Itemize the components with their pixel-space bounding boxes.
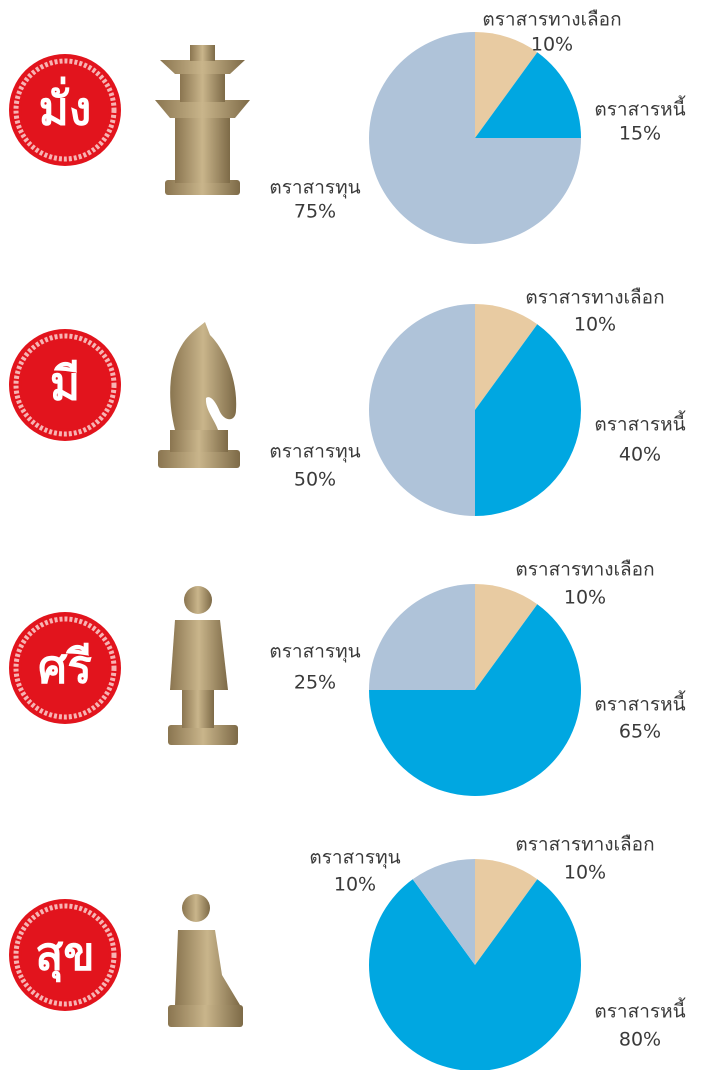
slice-category: ตราสารหนี้ bbox=[594, 998, 686, 1023]
badge-title: ศรี bbox=[38, 640, 92, 694]
slice-category: ตราสารทางเลือก bbox=[525, 287, 664, 309]
slice-category: ตราสารหนี้ bbox=[594, 96, 686, 121]
pie-slice bbox=[369, 584, 475, 690]
pie-slice bbox=[369, 304, 475, 516]
slice-category: ตราสารหนี้ bbox=[594, 691, 686, 716]
horse-piece bbox=[158, 322, 240, 468]
badge-title: มี bbox=[50, 357, 80, 411]
badge-title: สุข bbox=[35, 927, 95, 983]
slice-value-label: 10% bbox=[574, 314, 616, 336]
pagoda-piece bbox=[155, 45, 250, 195]
slice-value-label: 50% bbox=[294, 469, 336, 491]
slice-value-label: 25% bbox=[294, 672, 336, 694]
slice-value-label: 65% bbox=[619, 721, 661, 743]
badge-title: มั่ง bbox=[39, 77, 92, 136]
infographic: มั่งตราสารทางเลือก10%ตราสารหนี้15%ตราสาร… bbox=[0, 0, 708, 1070]
slice-category: ตราสารทางเลือก bbox=[515, 834, 654, 856]
slice-value-label: 10% bbox=[334, 874, 376, 896]
slice-category: ตราสารหนี้ bbox=[594, 411, 686, 436]
slice-category: ตราสารทุน bbox=[269, 641, 360, 664]
slice-value-label: 10% bbox=[531, 34, 573, 56]
slice-category: ตราสารทางเลือก bbox=[515, 559, 654, 581]
slice-value-label: 15% bbox=[619, 123, 661, 145]
slice-value-label: 10% bbox=[564, 587, 606, 609]
warrior-piece bbox=[168, 586, 238, 745]
slice-value-label: 40% bbox=[619, 444, 661, 466]
slice-category: ตราสารทุน bbox=[269, 177, 360, 200]
slice-value-label: 80% bbox=[619, 1029, 661, 1051]
slice-value-label: 10% bbox=[564, 862, 606, 884]
slice-value-label: 75% bbox=[294, 201, 336, 223]
kneeling-warrior-piece bbox=[168, 894, 243, 1027]
slice-category: ตราสารทุน bbox=[269, 441, 360, 464]
slice-category: ตราสารทางเลือก bbox=[482, 9, 621, 31]
slice-category: ตราสารทุน bbox=[309, 847, 400, 870]
